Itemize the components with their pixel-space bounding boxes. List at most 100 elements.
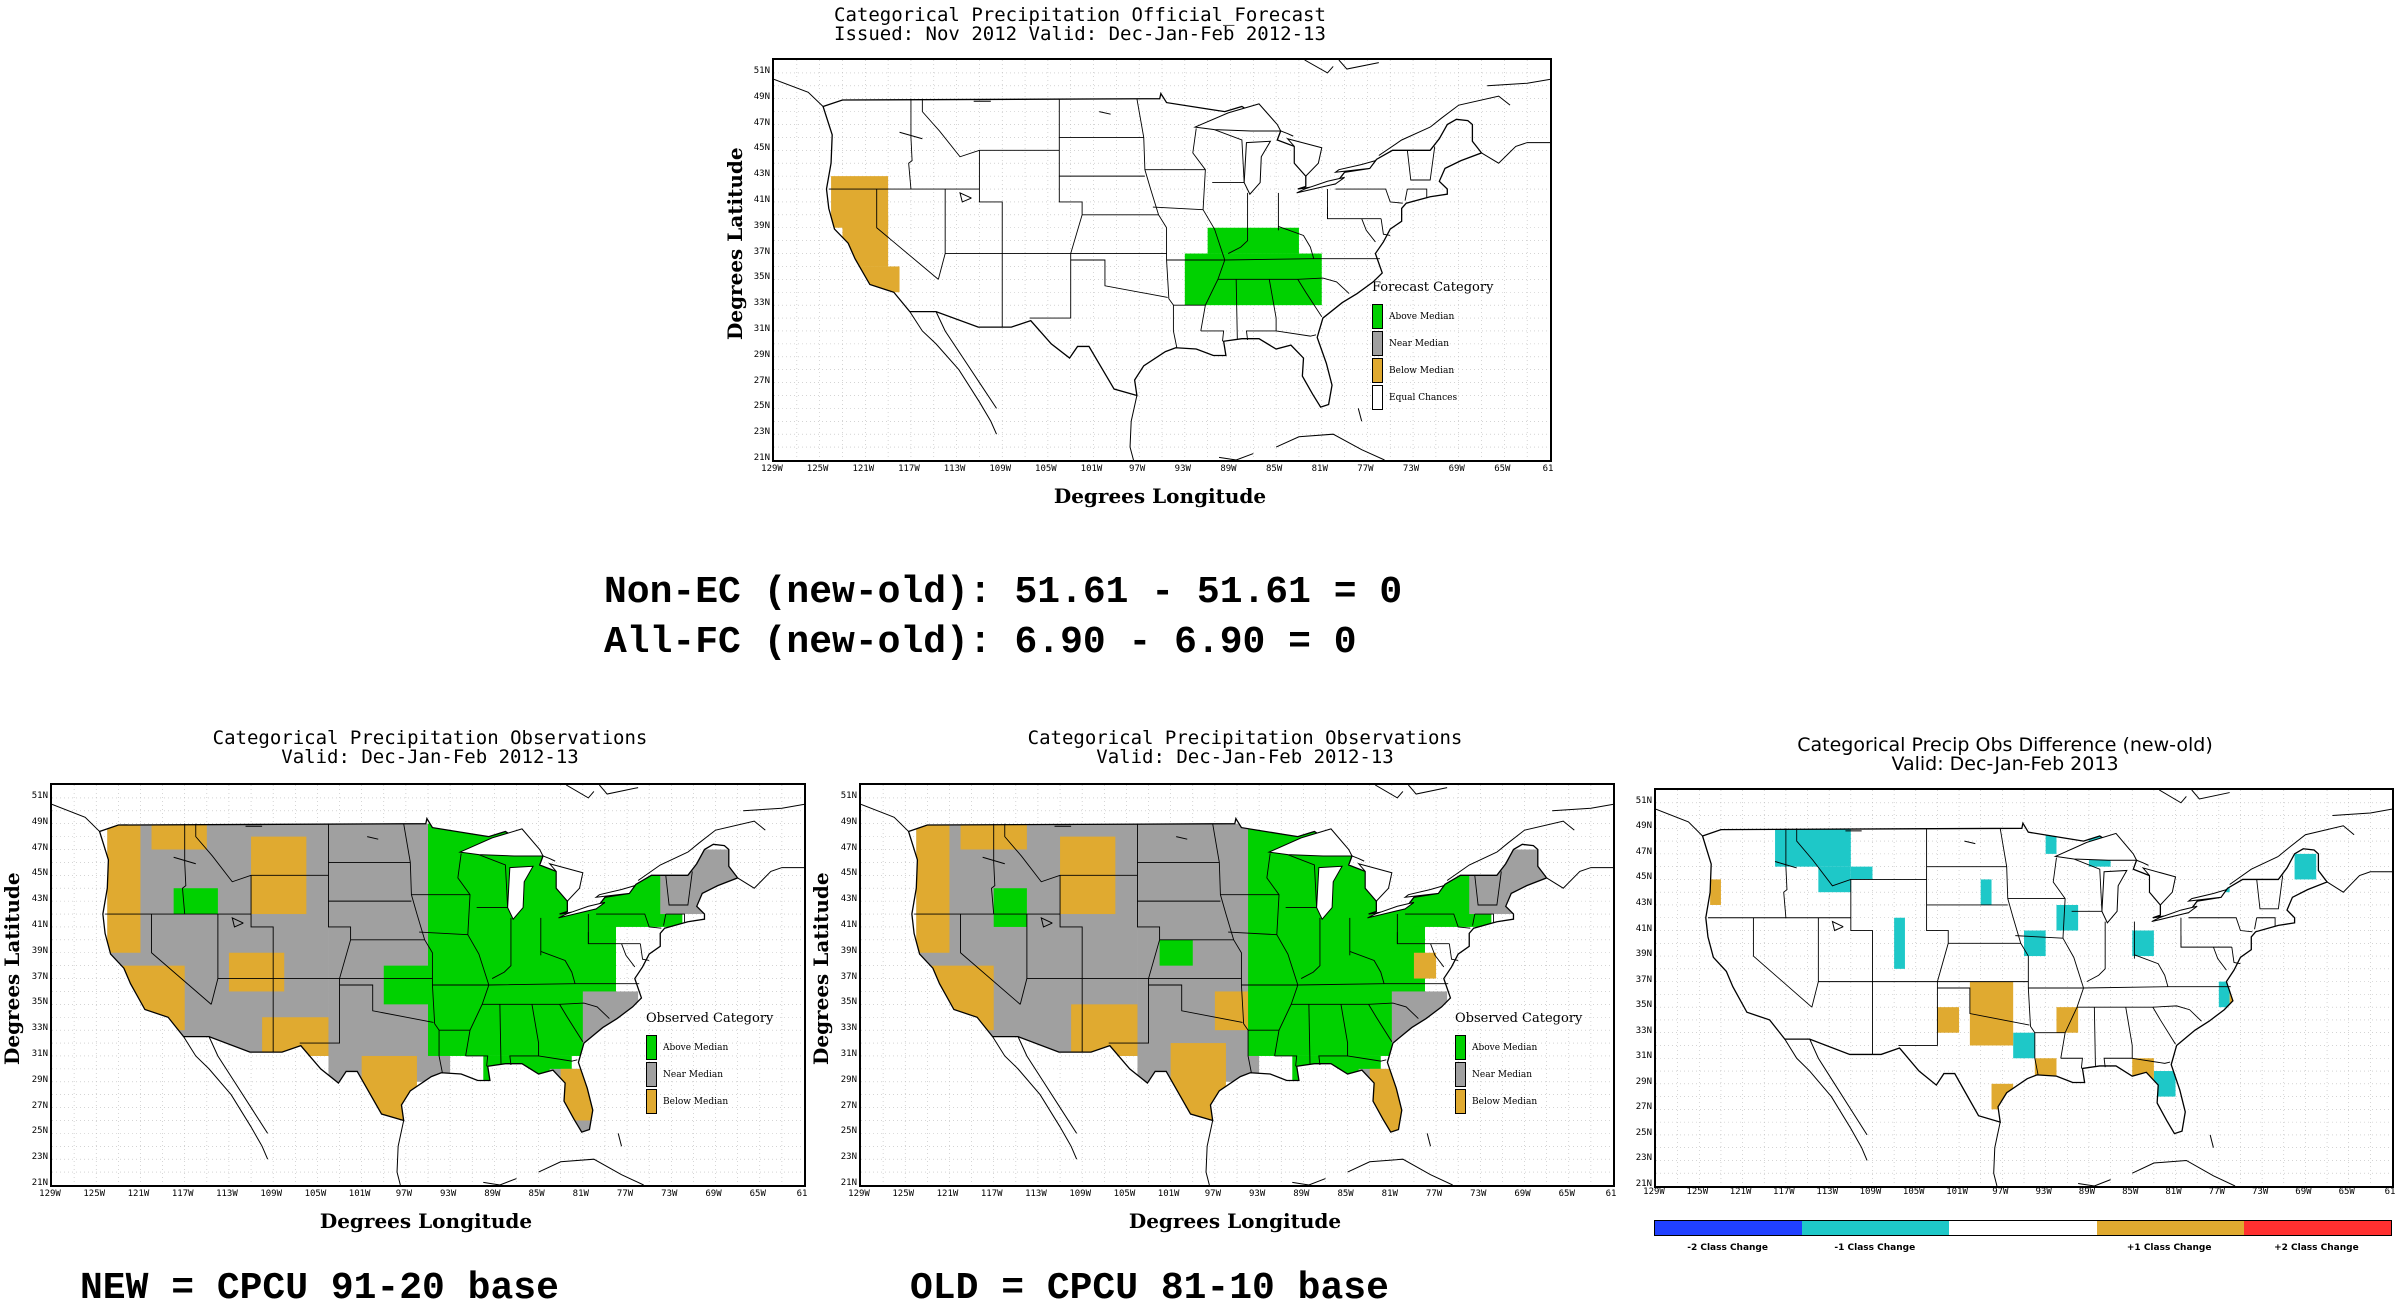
near-swatch [1455, 1062, 1466, 1087]
coastline [367, 836, 379, 840]
lat-tick-label: 27N [31, 1100, 48, 1111]
coastline [1809, 1038, 1868, 1136]
lat-tick-label: 33N [753, 298, 770, 309]
old-base-caption: OLD = CPCU 81-10 base [910, 1267, 1389, 1310]
lon-tick-label: 125W [1686, 1187, 1709, 1197]
category-cell-above [173, 888, 218, 915]
lat-tick-label: 43N [31, 894, 48, 905]
coastline [1774, 861, 1797, 869]
lon-tick-label: 85W [1337, 1189, 1354, 1199]
great-lake [2101, 869, 2128, 924]
state-boundary [151, 914, 212, 1005]
category-cell-near [1137, 823, 1260, 1082]
lon-tick-label: 65W [1558, 1189, 1575, 1199]
legend-equal-chances: Equal Chances [1372, 384, 1493, 411]
lon-tick-label: 121W [1729, 1187, 1752, 1197]
coastline [542, 855, 556, 862]
legend-near-median: Near Median [646, 1061, 773, 1088]
lat-tick-label: 45N [753, 143, 770, 154]
state-boundary [1059, 875, 1083, 1053]
great-lake [2186, 888, 2228, 902]
coastline [1378, 126, 1431, 156]
lat-tick-label: 33N [31, 1023, 48, 1034]
legend-label: Equal Chances [1389, 392, 1458, 403]
state-boundary [1266, 853, 1299, 1057]
category-cell-diff_plus1 [2024, 1083, 2046, 1110]
legend-below-median: Below Median [646, 1088, 773, 1115]
state-boundary [1474, 913, 1495, 924]
coastline [1481, 142, 1550, 164]
lon-tick-label: 69W [2295, 1187, 2312, 1197]
state-boundary [1327, 189, 1382, 220]
state-boundary [1285, 854, 1318, 909]
state-boundary [1200, 330, 1225, 342]
lat-tick-label: 25N [753, 401, 770, 412]
lon-tick-label: 109W [260, 1189, 283, 1199]
above-swatch [1372, 304, 1383, 329]
category-cell-diff_plus1 [1991, 1083, 2014, 1110]
lon-tick-label: 97W [1204, 1189, 1222, 1199]
category-cell-near [582, 991, 639, 1069]
great-lake [1367, 901, 1415, 919]
category-cell-diff_plus1 [2034, 1058, 2057, 1084]
forecast-lat-ticks: 21N 23N 25N 27N 29N 31N 33N 35N 37N 39N 41N 43N 45N 4… [740, 58, 770, 463]
coastline [599, 785, 639, 795]
state-boundary [937, 189, 946, 280]
lat-tick-label: 41N [31, 919, 48, 930]
lat-tick-label: 37N [840, 971, 857, 982]
state-boundary [1300, 917, 1321, 979]
lat-tick-label: 45N [1635, 872, 1652, 883]
coastline [2209, 1134, 2214, 1148]
coastline [2326, 871, 2392, 893]
coastline [1656, 808, 1703, 837]
state-boundary [2086, 921, 2106, 983]
state-boundary [1472, 913, 1476, 926]
obs-new-lon-ticks: 129W 125W 121W 117W 113W 109W 105W 101W 97W 93W 89… [39, 1189, 807, 1203]
obs-old-legend: Observed Category Above Median Near Medi… [1455, 1011, 1582, 1115]
obs-old-lat-ticks: 21N 23N 25N 27N 29N 31N 33N 35N 37N 39N 41N 43N 45N 4… [829, 783, 857, 1188]
category-cell-diff_minus1 [1980, 879, 1992, 905]
category-cell-above [993, 888, 1027, 927]
legend-label: Near Median [663, 1069, 724, 1080]
lon-tick-label: 101W [1946, 1187, 1968, 1197]
lon-tick-label: 117W [980, 1189, 1003, 1199]
state-boundary [991, 823, 996, 915]
state-boundary [182, 823, 187, 915]
minus2-label: -2 Class Change [1687, 1243, 1768, 1253]
lat-tick-label: 49N [31, 816, 48, 827]
state-boundary [639, 943, 650, 961]
map-svg [52, 785, 804, 1185]
category-cell-diff_minus1 [2013, 1032, 2035, 1059]
lon-tick-label: 73W [2251, 1187, 2269, 1197]
diff-title: Categorical Precip Obs Difference (new-o… [1610, 736, 2400, 774]
obs-old-title-line2: Valid: Dec-Jan-Feb 2012-13 [1096, 746, 1394, 768]
state-boundary [2103, 1007, 2133, 1068]
coastline [861, 803, 909, 832]
coastline [2132, 1159, 2236, 1186]
lon-tick-label: 97W [1129, 464, 1146, 474]
state-boundary [195, 823, 329, 883]
lon-tick-label: 101W [1157, 1189, 1180, 1199]
great-lake [1333, 159, 1377, 173]
great-lake [1296, 176, 1345, 194]
obs-old-panel: Categorical Precipitation Observations V… [805, 725, 1616, 1308]
lat-tick-label: 47N [31, 842, 48, 853]
obs-new-panel: Categorical Precipitation Observations V… [0, 725, 810, 1308]
coastline [483, 1178, 517, 1185]
plus2-segment [2243, 1221, 2392, 1235]
category-cell-below [228, 952, 285, 992]
state-boundary [1274, 1055, 1298, 1067]
state-boundary [1380, 218, 1391, 236]
state-boundary [2071, 858, 2103, 912]
legend-label: Above Median [663, 1042, 729, 1053]
state-boundary [1278, 226, 1315, 259]
coastline [1304, 60, 1334, 74]
coastline [1218, 453, 1254, 460]
state-boundary [1227, 192, 1249, 254]
coastline [1496, 820, 1575, 853]
coastline [1408, 785, 1448, 795]
diff-panel: Categorical Precip Obs Difference (new-o… [1610, 725, 2400, 1291]
coastline [2191, 790, 2230, 800]
state-boundary [665, 871, 693, 906]
state-boundary [2256, 875, 2284, 910]
